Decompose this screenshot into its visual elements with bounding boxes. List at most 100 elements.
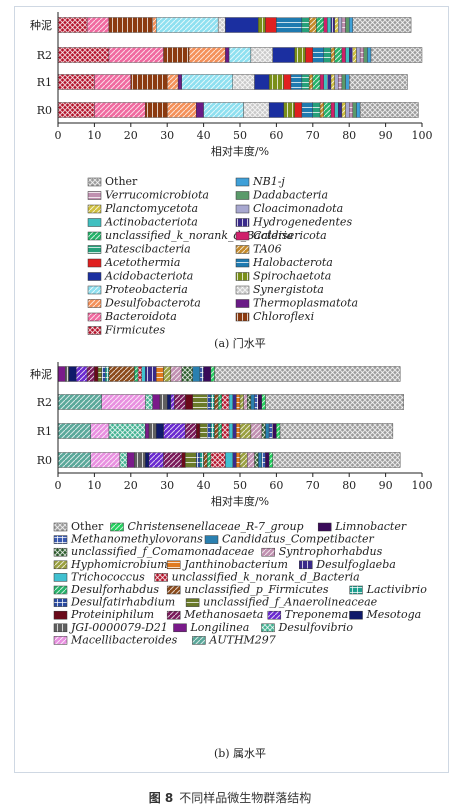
- legend-swatch-planctomycetota: [87, 204, 102, 214]
- bar-segment-methanosaeta: [163, 452, 182, 468]
- x-tick-label: 50: [233, 129, 247, 142]
- bar-segment-spirochaetota: [268, 74, 284, 90]
- legend-swatch-macellibacteroides: [53, 636, 68, 645]
- bar-segment-hyphomicrobium: [239, 394, 244, 410]
- bar-segment-acidobacteriota: [272, 47, 295, 63]
- x-tick-label: 80: [342, 129, 356, 142]
- bar-segment-ta06: [308, 17, 317, 33]
- bar-segment-cloacimonadota: [338, 17, 343, 33]
- bar-segment-desulfoglaeba: [145, 366, 157, 382]
- bar-segment-trichococcus: [228, 394, 233, 410]
- bar-segment-longilinea: [57, 366, 66, 382]
- bar-segment-proteiniphilum: [185, 394, 193, 410]
- legend-label-hydrogenedentes: Hydrogenedentes: [252, 216, 352, 229]
- legend-label-mesotoga: Mesotoga: [366, 608, 422, 621]
- bar-segment-halobacterota: [312, 47, 324, 63]
- legend-label-treponema: Treponema: [285, 608, 348, 621]
- bar-segment-desulfobacterota: [166, 74, 179, 90]
- bar-segment-hydrogenedentes: [327, 74, 332, 90]
- bar-segment-trichococcus: [141, 366, 146, 382]
- category-label: R0: [37, 454, 52, 467]
- legend-label-thermoplasmatota: Thermoplasmatota: [253, 297, 358, 310]
- bar-segment-desulfobacterota: [188, 47, 226, 63]
- bar-segment-firmicutes: [57, 47, 110, 63]
- legend-swatch-caldisericota: [235, 231, 250, 241]
- bar-segment-other: [265, 394, 405, 410]
- bar-segment-lactivibrio: [210, 394, 215, 410]
- bar-segment-methanomethylovorans: [254, 394, 259, 410]
- bar-segment-caldisericota: [323, 17, 328, 33]
- bar-segment-christensenellaceae-r-7-group: [210, 366, 215, 382]
- legend-swatch-desulfovibrio: [261, 623, 275, 633]
- bar-segment-other: [272, 452, 401, 468]
- bar-segment-patescibacteria: [301, 17, 310, 33]
- bar-segment-janthinobacterium: [236, 394, 241, 410]
- legend-swatch-desulforhabdus: [53, 585, 68, 595]
- bar-segment-unclassified-p-firmicutes: [214, 423, 219, 439]
- bar-segment-hydrogenedentes: [338, 102, 343, 118]
- bar-segment-acetothermia: [305, 47, 313, 63]
- bar-segment-hyphomicrobium: [239, 452, 248, 468]
- legend-swatch-proteiniphilum: [53, 610, 68, 620]
- legend-swatch-treponema: [267, 610, 282, 620]
- bar-segment-proteobacteria: [228, 47, 252, 63]
- bar-segment-unclassified-f-anaerolineaceae: [97, 366, 102, 382]
- bar-segment-limnobacter: [258, 394, 263, 410]
- bar-segment-longilinea: [152, 394, 161, 410]
- legend-swatch-cloacimonadota: [235, 204, 250, 214]
- bar-segment-firmicutes: [57, 17, 88, 33]
- bar-segment-synergistota: [232, 74, 255, 90]
- legend-swatch-jgi-0000079-d21: [53, 623, 68, 633]
- category-label: 种泥: [30, 367, 52, 381]
- bar-segment-limnobacter: [272, 423, 277, 439]
- legend-label-other: Other: [105, 175, 138, 188]
- bar-segment-methanosaeta: [185, 423, 197, 439]
- bar-segment-mesotoga: [145, 452, 150, 468]
- x-tick-label: 20: [124, 479, 138, 492]
- legend-label-firmicutes: Firmicutes: [104, 324, 166, 337]
- bar-segment-desulfobacterota: [152, 17, 157, 33]
- bar-segment-treponema: [75, 366, 88, 382]
- legend-swatch-thermoplasmatota: [235, 299, 250, 308]
- legend-swatch-firmicutes: [87, 326, 102, 335]
- bar-segment-unclassified-f-comamonadaceae: [261, 423, 266, 439]
- legend-swatch-spirochaetota: [235, 272, 250, 281]
- bar-segment-unclassified-k-norank-d-bacteria: [323, 102, 332, 118]
- subcaption: (a) 门水平: [214, 336, 266, 350]
- bar-segment-other: [214, 366, 401, 382]
- x-tick-label: 60: [269, 129, 283, 142]
- bar-segment-limnobacter: [203, 366, 212, 382]
- bar-segment-acetothermia: [294, 102, 303, 118]
- bar-segment-ta06: [319, 102, 324, 118]
- bar-segment-cloacimonadota: [356, 47, 361, 63]
- legend-swatch-methanosaeta: [166, 610, 181, 620]
- legend-swatch-trichococcus: [53, 573, 68, 582]
- bar-segment-dadabacteria: [345, 17, 350, 33]
- bar-segment-chloroflexi: [108, 17, 153, 33]
- bar-segment-jgi-0000079-d21: [134, 452, 146, 468]
- chart-phylum-level: 种泥 R2 R1 R00 10 20 30 40 50 60 70 80 90 100 相对丰度/% Othe…: [30, 12, 433, 350]
- bar-segment-acetothermia: [283, 74, 292, 90]
- bar-segment-actinobacteriota: [345, 47, 350, 63]
- legend-swatch-longilinea: [173, 623, 187, 633]
- legend-swatch-desulfoglaeba: [299, 560, 313, 570]
- bar-segment-proteobacteria: [181, 74, 233, 90]
- x-tick-label: 100: [412, 129, 433, 142]
- legend-swatch-lactivibrio: [349, 585, 363, 595]
- legend-label-actinobacteriota: Actinobacteriota: [104, 216, 198, 229]
- bar-segment-candidatus-competibacter: [250, 394, 255, 410]
- bar-segment-trichococcus: [225, 452, 233, 468]
- bar-segment-unclassified-k-norank-d-bacteria: [316, 17, 324, 33]
- bar-segment-acidobacteriota: [254, 74, 270, 90]
- bar-segment-syntrophorhabdus: [250, 423, 263, 439]
- legend-swatch-hydrogenedentes: [235, 218, 250, 227]
- bar-segment-chloroflexi: [145, 102, 168, 118]
- legend-swatch-halobacterota: [235, 258, 250, 268]
- bar-segment-planctomycetota: [334, 17, 339, 33]
- bar-segment-acetothermia: [265, 17, 277, 33]
- x-tick-label: 10: [87, 479, 101, 492]
- legend-label-desulfatirhabdium: Desulfatirhabdium: [70, 596, 175, 609]
- legend-swatch-unclassified-p-firmicutes: [166, 585, 181, 595]
- legend-label-lactivibrio: Lactivibrio: [366, 583, 428, 596]
- bar-segment-christensenellaceae-r-7-group: [268, 452, 273, 468]
